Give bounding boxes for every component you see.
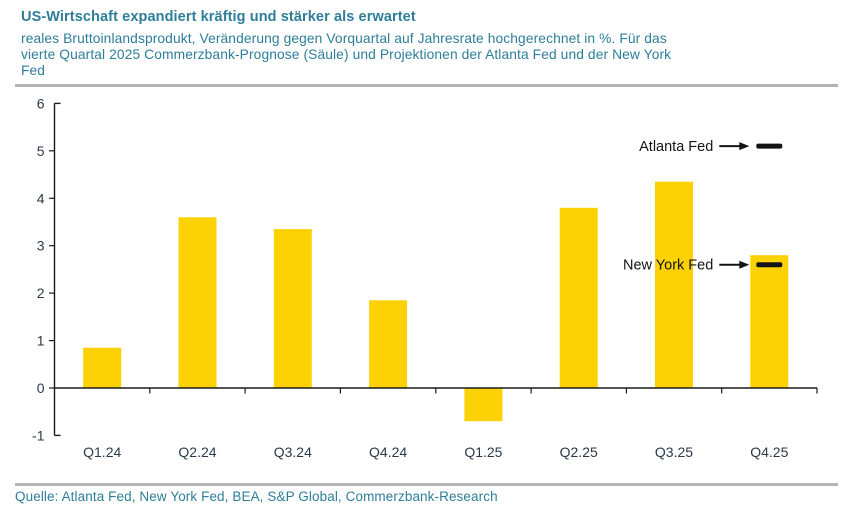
x-tick-label-Q3.24: Q3.24 — [274, 444, 312, 460]
new-york-fed-marker — [756, 262, 783, 268]
new-york-fed-label: New York Fed — [623, 258, 713, 274]
atlanta-fed-label: Atlanta Fed — [639, 139, 713, 155]
y-tick-label-3: 3 — [37, 238, 45, 254]
x-tick-label-Q4.25: Q4.25 — [750, 444, 788, 460]
atlanta-fed-marker — [756, 143, 783, 149]
y-tick-label-1: 1 — [37, 333, 45, 349]
source-line: Quelle: Atlanta Fed, New York Fed, BEA, … — [15, 489, 498, 504]
bar-Q3.25 — [655, 181, 693, 388]
bar-Q4.25 — [750, 255, 789, 388]
y-tick-label--1: -1 — [32, 427, 45, 443]
x-tick-label-Q3.25: Q3.25 — [655, 444, 693, 460]
bar-Q4.24 — [369, 300, 408, 388]
x-tick-label-Q2.24: Q2.24 — [178, 444, 216, 460]
top-divider — [15, 84, 838, 87]
y-tick-label-4: 4 — [37, 190, 45, 206]
x-tick-label-Q1.25: Q1.25 — [464, 444, 502, 460]
y-tick-label-2: 2 — [37, 285, 45, 301]
x-tick-label-Q1.24: Q1.24 — [83, 444, 121, 460]
chart-subtitle: reales Bruttoinlandsprodukt, Veränderung… — [21, 31, 833, 79]
bar-Q3.24 — [273, 229, 312, 388]
x-tick-label-Q4.24: Q4.24 — [369, 444, 407, 460]
bar-Q1.24 — [83, 347, 122, 388]
bar-Q2.24 — [178, 217, 217, 388]
new-york-fed-arrowhead-icon — [739, 260, 750, 269]
subtitle-line-2: vierte Quartal 2025 Commerzbank-Prognose… — [21, 47, 672, 62]
y-tick-label-0: 0 — [37, 380, 45, 396]
subtitle-line-1: reales Bruttoinlandsprodukt, Veränderung… — [21, 31, 667, 46]
atlanta-fed-arrowhead-icon — [739, 142, 750, 151]
y-tick-label-6: 6 — [37, 95, 45, 111]
gdp-bar-chart: 6 5 4 3 2 1 0 -1 Q1.24 Q2.24 Q3.24 Q4.24 Q1.25 Q2.25 Q… — [32, 95, 818, 460]
y-tick-label-5: 5 — [37, 143, 45, 159]
bottom-divider — [15, 483, 838, 486]
bar-Q2.25 — [559, 207, 598, 388]
chart-title: US-Wirtschaft expandiert kräftig und stä… — [21, 9, 416, 25]
subtitle-line-3: Fed — [21, 63, 46, 78]
bar-Q1.25 — [464, 388, 503, 422]
x-tick-label-Q2.25: Q2.25 — [560, 444, 598, 460]
chart-header: US-Wirtschaft expandiert kräftig und stä… — [21, 8, 833, 79]
